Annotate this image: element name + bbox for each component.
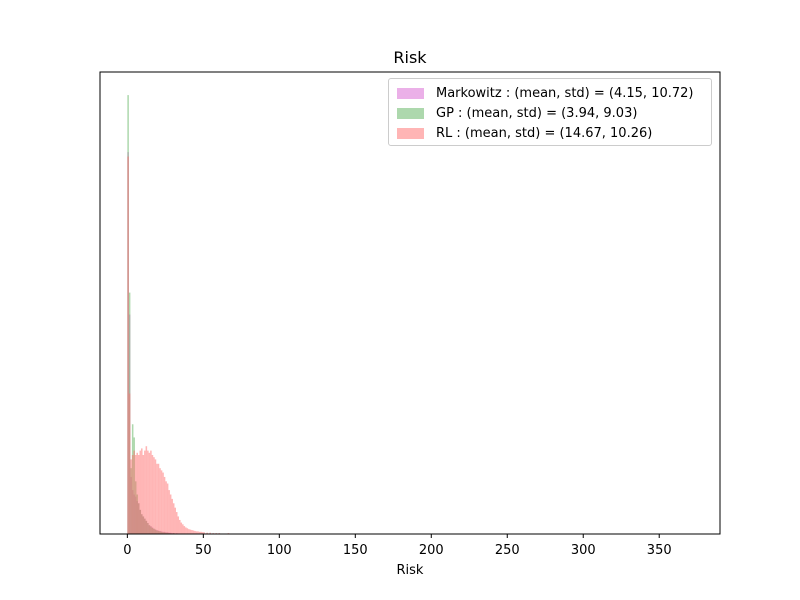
histogram-bar-rl bbox=[171, 498, 173, 534]
histogram-bar-rl bbox=[180, 522, 183, 534]
legend-label-markowitz: Markowitz : (mean, std) = (4.15, 10.72) bbox=[436, 85, 694, 101]
histogram-bar-rl bbox=[162, 472, 164, 534]
legend-label-rl: RL : (mean, std) = (14.67, 10.26) bbox=[436, 125, 653, 141]
histogram-bar-rl bbox=[136, 452, 138, 534]
histogram-bar-rl bbox=[168, 490, 170, 534]
histogram-bars bbox=[127, 95, 236, 535]
histogram-bar-rl bbox=[209, 532, 211, 534]
histogram-bar-rl bbox=[160, 470, 163, 534]
histogram-bar-rl bbox=[183, 526, 186, 534]
legend: Markowitz : (mean, std) = (4.15, 10.72) … bbox=[388, 78, 712, 146]
histogram-bar-rl bbox=[201, 532, 204, 534]
histogram-bar-rl bbox=[194, 530, 196, 534]
histogram-bar-rl bbox=[133, 450, 135, 534]
histogram-bar-rl bbox=[197, 531, 199, 534]
histogram-bar-rl bbox=[185, 527, 187, 534]
histogram-bar-rl bbox=[192, 530, 195, 534]
plot-frame bbox=[99, 71, 721, 535]
histogram-bar-rl bbox=[139, 450, 142, 534]
x-tick-label: 300 bbox=[571, 543, 596, 558]
legend-swatch-rl bbox=[397, 127, 424, 139]
histogram-bar-rl bbox=[182, 524, 184, 534]
histogram-bar-rl bbox=[166, 483, 169, 534]
chart-title: Risk bbox=[393, 48, 427, 67]
x-tick-label: 150 bbox=[343, 543, 368, 558]
histogram-bar-rl bbox=[175, 512, 178, 534]
histogram-bar-rl bbox=[174, 507, 176, 534]
histogram-bar-rl bbox=[151, 455, 154, 534]
histogram-bar-rl bbox=[203, 532, 205, 534]
histogram-bar-rl bbox=[153, 457, 155, 534]
x-tick-label: 200 bbox=[419, 543, 444, 558]
histogram-bar-rl bbox=[165, 481, 167, 534]
histogram-bar-rl bbox=[188, 529, 190, 534]
legend-item-markowitz: Markowitz : (mean, std) = (4.15, 10.72) bbox=[397, 85, 693, 101]
histogram-bar-rl bbox=[150, 450, 152, 534]
histogram-bar-rl bbox=[156, 463, 158, 534]
histogram-bar-rl bbox=[179, 519, 181, 534]
histogram-bar-rl bbox=[200, 531, 202, 534]
histogram-bar-rl bbox=[137, 455, 140, 534]
legend-swatch-gp bbox=[397, 107, 424, 119]
histogram-bar-rl bbox=[186, 528, 189, 534]
legend-item-rl: RL : (mean, std) = (14.67, 10.26) bbox=[397, 125, 652, 141]
histogram-bar-rl bbox=[131, 455, 134, 534]
legend-label-gp: GP : (mean, std) = (3.94, 9.03) bbox=[436, 105, 638, 121]
histogram-bar-rl bbox=[130, 459, 132, 534]
x-tick-label: 350 bbox=[647, 543, 672, 558]
x-tick-label: 0 bbox=[123, 543, 131, 558]
histogram-bar-rl bbox=[141, 448, 143, 534]
histogram-bar-rl bbox=[154, 459, 157, 534]
histogram-bar-rl bbox=[191, 530, 193, 534]
legend-swatch-markowitz bbox=[397, 87, 424, 99]
histogram-bar-rl bbox=[189, 529, 192, 534]
histogram-bar-rl bbox=[128, 393, 131, 534]
histogram-bar-rl bbox=[172, 503, 175, 534]
histogram-bar-rl bbox=[177, 516, 180, 534]
histogram-bar-rl bbox=[147, 450, 149, 534]
histogram-bar-rl bbox=[134, 455, 137, 534]
histogram-bar-rl bbox=[148, 452, 151, 534]
histogram-bar-rl bbox=[142, 455, 145, 534]
x-axis-ticks: 0 50 100 150 200 250 300 350 bbox=[123, 534, 672, 558]
histogram-bar-rl bbox=[159, 468, 161, 534]
histogram-bar-rl bbox=[206, 532, 208, 534]
histogram-bar-rl bbox=[169, 494, 172, 534]
x-tick-label: 100 bbox=[267, 543, 292, 558]
legend-item-gp: GP : (mean, std) = (3.94, 9.03) bbox=[397, 105, 637, 121]
histogram-bar-rl bbox=[163, 476, 166, 534]
histogram-bar-rl bbox=[157, 463, 160, 534]
histogram-bar-rl bbox=[145, 446, 148, 534]
histogram-bar-rl bbox=[127, 156, 129, 535]
histogram-bar-rl bbox=[198, 531, 201, 534]
x-tick-label: 50 bbox=[195, 543, 212, 558]
x-axis-label: Risk bbox=[397, 563, 424, 578]
histogram-bar-rl bbox=[195, 531, 198, 534]
histogram-bar-rl bbox=[144, 450, 146, 534]
x-tick-label: 250 bbox=[495, 543, 520, 558]
